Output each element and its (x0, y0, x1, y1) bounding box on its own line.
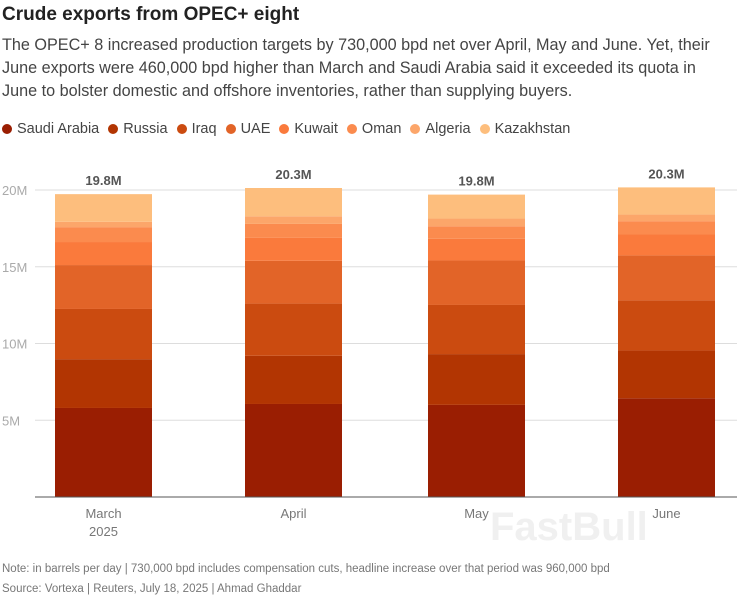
bar-segment (428, 226, 525, 239)
legend-swatch (176, 124, 187, 134)
chart-note: Note: in barrels per day | 730,000 bpd i… (2, 563, 610, 575)
legend-item: Iraq (176, 121, 217, 137)
legend-item: Kazakhstan (479, 121, 571, 137)
bar-segment (245, 216, 342, 224)
bar-segment (428, 304, 525, 355)
bar-segment (245, 403, 342, 497)
legend-item: Oman (346, 121, 402, 137)
bar-segment (618, 234, 715, 256)
chart-source: Source: Vortexa | Reuters, July 18, 2025… (2, 583, 302, 595)
legend-swatch (479, 124, 490, 134)
bar-segment (245, 355, 342, 404)
bar-segment (428, 238, 525, 261)
watermark: FastBull (490, 505, 648, 549)
bar-segment (618, 398, 715, 497)
legend-swatch (279, 124, 290, 134)
bar-segment (428, 354, 525, 405)
bar-segment (428, 260, 525, 305)
bar-segment (55, 359, 152, 408)
bar-segment (618, 214, 715, 222)
total-label: 19.8M (458, 174, 494, 189)
bar-segment (428, 194, 525, 219)
legend-item: Algeria (410, 121, 471, 137)
y-tick-label: 10M (2, 337, 27, 352)
legend-item: UAE (225, 121, 271, 137)
bar-segment (245, 303, 342, 356)
legend-label: Kazakhstan (494, 121, 571, 137)
total-label: 19.8M (85, 173, 121, 188)
bar-segment (55, 407, 152, 497)
bar-segment (618, 300, 715, 351)
total-label: 20.3M (648, 166, 684, 181)
x-tick-label: June (652, 506, 680, 521)
legend-swatch (410, 124, 421, 134)
bar-segment (55, 265, 152, 309)
x-tick-label: April (280, 506, 306, 521)
bar-segment (618, 255, 715, 301)
y-tick-label: 5M (2, 413, 20, 428)
total-label: 20.3M (275, 167, 311, 182)
bar-segment (245, 237, 342, 261)
legend-label: Oman (361, 121, 402, 137)
bar-segment (55, 221, 152, 228)
legend-item: Saudi Arabia (2, 121, 99, 137)
bar-segment (55, 308, 152, 360)
bar-segment (55, 242, 152, 266)
y-tick-label: 15M (2, 260, 27, 275)
y-tick-label: 20M (2, 183, 27, 198)
bar-segment (245, 223, 342, 238)
stacked-bar-chart: 5M 10M 15M 20M 19.8M March 2025 20.3M April 19.8M… (2, 166, 737, 539)
bar-segment (428, 218, 525, 227)
bar-segment (618, 350, 715, 399)
legend-label: Algeria (425, 121, 471, 137)
legend-label: Russia (123, 121, 168, 137)
legend-swatch (2, 124, 12, 134)
bar-segment (618, 187, 715, 215)
chart-title: Crude exports from OPEC+ eight (2, 4, 300, 25)
bar-segment (55, 227, 152, 243)
bar-segment (55, 194, 152, 222)
legend-item: Kuwait (279, 121, 338, 137)
bar-segment (428, 404, 525, 497)
x-tick-label: March (85, 506, 121, 521)
legend-item: Russia (108, 121, 168, 137)
legend-label: Iraq (191, 121, 217, 137)
legend-label: Kuwait (294, 121, 338, 137)
bar-segment (245, 188, 342, 217)
chart-subtitle: The OPEC+ 8 increased production targets… (2, 36, 710, 100)
bar-segment (618, 221, 715, 235)
bar-segment (245, 260, 342, 304)
legend-swatch (225, 124, 236, 134)
legend-swatch (108, 124, 119, 134)
x-tick-label: May (464, 506, 489, 521)
x-tick-label: 2025 (89, 524, 118, 539)
legend-swatch (346, 124, 357, 134)
legend: Saudi Arabia Russia Iraq UAE Kuwait Oman Alger… (2, 121, 579, 137)
legend-label: UAE (240, 121, 271, 137)
legend-label: Saudi Arabia (17, 121, 100, 137)
